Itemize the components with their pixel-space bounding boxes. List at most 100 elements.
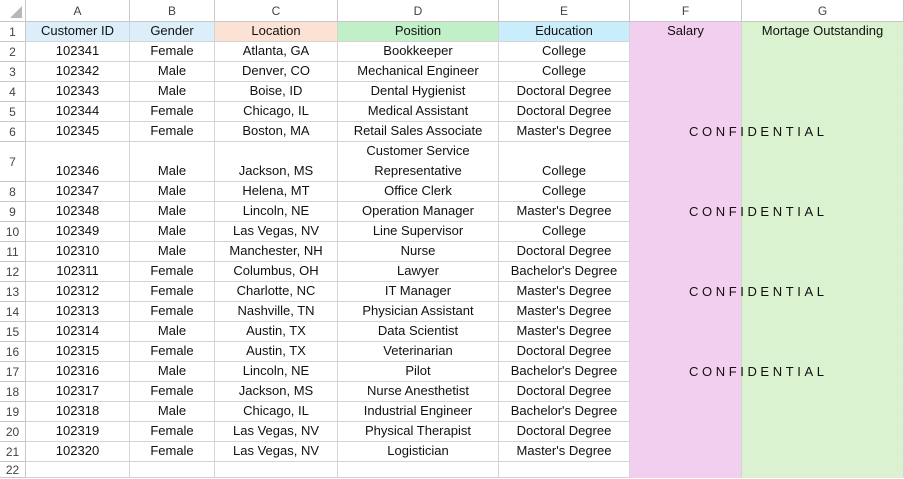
data-cell: Doctoral Degree — [499, 342, 630, 362]
column-header[interactable]: F — [630, 0, 742, 22]
row-header[interactable]: 15 — [0, 322, 26, 342]
select-all-corner[interactable] — [0, 0, 26, 22]
cell-text: Female — [150, 303, 194, 318]
row-header[interactable]: 16 — [0, 342, 26, 362]
cell-text: Male — [157, 63, 187, 78]
cell-text: 7 — [9, 154, 16, 169]
data-cell: Logistician — [338, 442, 499, 462]
row-header[interactable]: 5 — [0, 102, 26, 122]
row-header[interactable]: 6 — [0, 122, 26, 142]
cell-text: Mechanical Engineer — [357, 63, 479, 78]
column-header[interactable]: C — [215, 0, 338, 22]
data-cell — [630, 342, 742, 362]
cell-text: Veterinarian — [383, 343, 453, 358]
data-cell: 102314 — [26, 322, 130, 342]
column-header[interactable]: A — [26, 0, 130, 22]
data-cell — [630, 362, 742, 382]
data-cell: Female — [130, 302, 215, 322]
cell-text: Female — [150, 103, 194, 118]
data-cell — [26, 462, 130, 478]
data-cell — [630, 442, 742, 462]
cell-text: Gender — [150, 23, 194, 38]
data-cell: College — [499, 222, 630, 242]
column-header[interactable]: G — [742, 0, 904, 22]
row-header[interactable]: 11 — [0, 242, 26, 262]
cell-text: Female — [150, 383, 194, 398]
cell-text: Male — [157, 203, 187, 218]
data-cell: Male — [130, 222, 215, 242]
column-header[interactable]: B — [130, 0, 215, 22]
cell-text: Columbus, OH — [233, 263, 319, 278]
cell-text: Logistician — [387, 443, 449, 458]
row-header[interactable]: 2 — [0, 42, 26, 62]
data-cell: Las Vegas, NV — [215, 222, 338, 242]
data-cell: Jackson, MS — [215, 142, 338, 182]
row-header[interactable]: 18 — [0, 382, 26, 402]
data-cell: Lincoln, NE — [215, 202, 338, 222]
data-cell: 102316 — [26, 362, 130, 382]
data-cell — [630, 182, 742, 202]
cell-text: Bachelor's Degree — [510, 363, 618, 378]
row-header[interactable]: 1 — [0, 22, 26, 42]
row-header[interactable]: 9 — [0, 202, 26, 222]
cell-text: Jackson, MS — [238, 383, 314, 398]
cell-text: 1 — [9, 24, 16, 39]
cell-text: Doctoral Degree — [516, 243, 612, 258]
row-header[interactable]: 7 — [0, 142, 26, 182]
cell-text: A — [73, 3, 82, 18]
cell-text: 102320 — [55, 443, 100, 458]
data-cell — [742, 142, 904, 182]
data-cell: Chicago, IL — [215, 402, 338, 422]
row-header[interactable]: 19 — [0, 402, 26, 422]
data-cell: 102349 — [26, 222, 130, 242]
row-header[interactable]: 4 — [0, 82, 26, 102]
row-header[interactable]: 22 — [0, 462, 26, 478]
data-cell — [215, 462, 338, 478]
data-cell — [742, 182, 904, 202]
data-cell: Male — [130, 242, 215, 262]
data-cell: Pilot — [338, 362, 499, 382]
data-cell — [630, 462, 742, 478]
row-header[interactable]: 21 — [0, 442, 26, 462]
row-header[interactable]: 8 — [0, 182, 26, 202]
data-cell: College — [499, 182, 630, 202]
data-cell: 102317 — [26, 382, 130, 402]
data-cell: Dental Hygienist — [338, 82, 499, 102]
row-header[interactable]: 20 — [0, 422, 26, 442]
data-cell: Doctoral Degree — [499, 422, 630, 442]
row-header[interactable]: 13 — [0, 282, 26, 302]
cell-text: 2 — [9, 44, 16, 59]
row-header[interactable]: 14 — [0, 302, 26, 322]
cell-text: Nashville, TN — [237, 303, 315, 318]
cell-text: 5 — [9, 104, 16, 119]
data-cell: Female — [130, 42, 215, 62]
column-header[interactable]: D — [338, 0, 499, 22]
data-cell: 102341 — [26, 42, 130, 62]
row-header[interactable]: 10 — [0, 222, 26, 242]
cell-text: 22 — [5, 462, 20, 477]
cell-text: D — [413, 3, 423, 18]
cell-text: Charlotte, NC — [236, 283, 316, 298]
cell-text: 17 — [5, 364, 20, 379]
data-cell: Master's Degree — [499, 442, 630, 462]
cell-text: E — [559, 3, 568, 18]
cell-text: Female — [150, 43, 194, 58]
data-cell — [630, 282, 742, 302]
data-cell — [742, 382, 904, 402]
row-header[interactable]: 12 — [0, 262, 26, 282]
row-header[interactable]: 3 — [0, 62, 26, 82]
data-cell: 102310 — [26, 242, 130, 262]
data-cell: Lawyer — [338, 262, 499, 282]
cell-text: Bachelor's Degree — [510, 263, 618, 278]
data-cell: Bachelor's Degree — [499, 402, 630, 422]
cell-text: 11 — [6, 244, 19, 259]
data-cell: Boston, MA — [215, 122, 338, 142]
cell-text: Physical Therapist — [365, 423, 471, 438]
row-header[interactable]: 17 — [0, 362, 26, 382]
data-cell: 102342 — [26, 62, 130, 82]
data-cell: Bookkeeper — [338, 42, 499, 62]
confidential-label: CONFIDENTIAL — [689, 124, 828, 139]
column-header[interactable]: E — [499, 0, 630, 22]
cell-text: 102311 — [56, 263, 99, 278]
data-cell: 102318 — [26, 402, 130, 422]
